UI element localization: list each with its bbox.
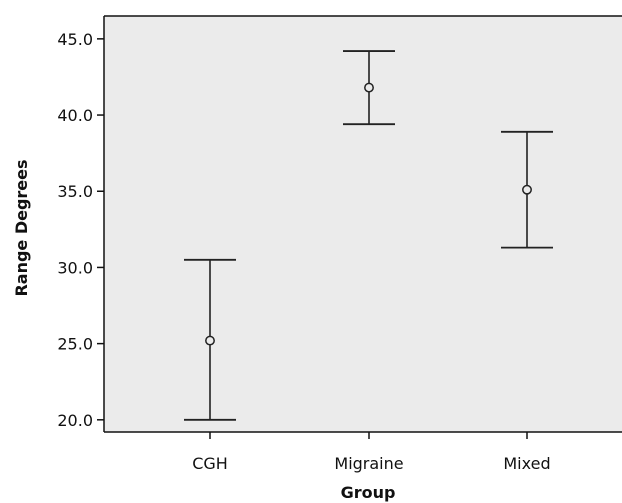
y-axis-title: Range Degrees [12, 159, 31, 296]
mean-point [205, 335, 215, 346]
y-axis-ticks: 20.0 25.0 30.0 35.0 40.0 45.0 [57, 30, 104, 430]
mean-point [522, 184, 532, 195]
mean-point [364, 82, 374, 93]
y-tick-label: 25.0 [57, 335, 93, 354]
y-tick-label: 35.0 [57, 182, 93, 201]
y-tick-label: 40.0 [57, 106, 93, 125]
x-axis-ticks: CGH Migraine Mixed [192, 432, 551, 473]
y-tick-label: 20.0 [57, 411, 93, 430]
y-tick-label: 30.0 [57, 258, 93, 277]
plot-area [104, 16, 622, 432]
x-tick-label: CGH [192, 454, 228, 473]
y-tick-label: 45.0 [57, 30, 93, 49]
x-axis-title: Group [341, 483, 396, 502]
x-tick-label: Mixed [503, 454, 550, 473]
x-tick-label: Migraine [334, 454, 403, 473]
chart-marks [184, 50, 553, 421]
